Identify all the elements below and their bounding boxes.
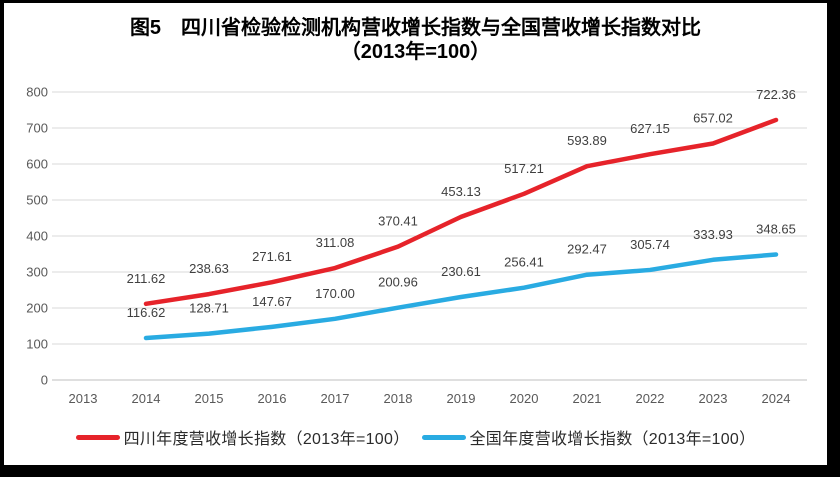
x-tick-label: 2018 [384,391,413,406]
data-label-sichuan: 722.36 [756,87,796,102]
chart-title-line1: 图5 四川省检验检测机构营收增长指数与全国营收增长指数对比 [129,17,702,39]
data-label-sichuan: 271.61 [252,249,292,264]
data-label-national: 333.93 [693,227,733,242]
y-tick-label: 400 [26,229,48,244]
data-label-sichuan: 238.63 [189,261,229,276]
y-tick-label: 700 [26,121,48,136]
y-tick-label: 0 [41,373,48,388]
series-line-national [143,252,779,341]
x-tick-label: 2016 [258,391,287,406]
data-label-sichuan: 593.89 [567,133,607,148]
line-chart: 0 100 200 300 400 500 600 700 800 2013 2014 2015 201… [26,85,807,406]
series-line-sichuan [143,117,779,307]
data-label-sichuan: 627.15 [630,121,670,136]
national-line-swatch [421,434,466,440]
x-tick-label: 2013 [69,391,98,406]
data-label-national: 230.61 [441,264,481,279]
legend: 四川年度营收增长指数（2013年=100） 全国年度营收增长指数（2013年=1… [4,425,827,449]
x-tick-label: 2014 [132,391,161,406]
data-label-sichuan: 657.02 [693,110,733,125]
data-label-sichuan: 453.13 [441,184,481,199]
y-tick-label: 800 [26,85,48,100]
y-tick-label: 300 [26,265,48,280]
data-label-national: 147.67 [252,294,292,309]
x-tick-label: 2024 [762,391,791,406]
x-tick-label: 2021 [573,391,602,406]
x-tick-label: 2017 [321,391,350,406]
figure-canvas: 图5 四川省检验检测机构营收增长指数与全国营收增长指数对比 （2013年=100… [4,3,827,465]
chart-title: 图5 四川省检验检测机构营收增长指数与全国营收增长指数对比 （2013年=100… [4,16,827,64]
x-tick-label: 2022 [636,391,665,406]
legend-label-national: 全国年度营收增长指数（2013年=100） [469,431,756,448]
sichuan-line-swatch [75,434,120,440]
x-tick-label: 2015 [195,391,224,406]
x-tick-label: 2020 [510,391,539,406]
data-label-sichuan: 211.62 [127,271,166,286]
data-label-national: 128.71 [189,301,229,316]
y-tick-label: 600 [26,157,48,172]
y-tick-label: 500 [26,193,48,208]
legend-item-sichuan: 四川年度营收增长指数（2013年=100） [75,425,410,449]
data-label-sichuan: 370.41 [378,214,418,229]
data-label-national: 116.62 [127,305,166,320]
data-label-national: 292.47 [567,242,607,257]
y-tick-label: 100 [26,337,48,352]
data-label-national: 200.96 [378,275,418,290]
data-label-national: 170.00 [315,286,355,301]
legend-label-sichuan: 四川年度营收增长指数（2013年=100） [123,431,410,448]
data-label-sichuan: 311.08 [316,235,355,250]
data-label-national: 256.41 [504,255,544,270]
data-label-national: 305.74 [630,237,670,252]
x-tick-label: 2023 [699,391,728,406]
legend-item-national: 全国年度营收增长指数（2013年=100） [421,425,756,449]
data-label-national: 348.65 [756,221,796,236]
x-tick-label: 2019 [447,391,476,406]
data-label-sichuan: 517.21 [504,161,544,176]
chart-title-line2: （2013年=100） [340,41,491,63]
y-tick-label: 200 [26,301,48,316]
